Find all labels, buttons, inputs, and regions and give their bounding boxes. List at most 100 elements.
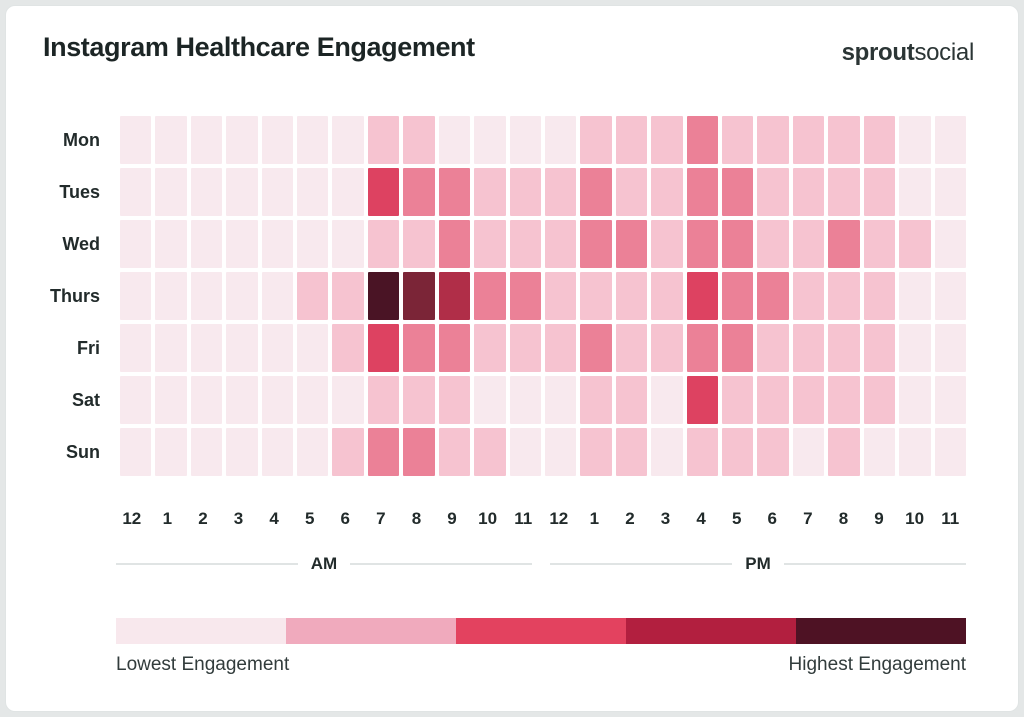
heatmap-cell xyxy=(580,376,612,424)
heatmap-cell xyxy=(899,220,931,268)
heatmap-cell xyxy=(792,272,825,320)
heatmap-cell xyxy=(509,428,541,476)
heatmap-cell xyxy=(403,272,435,320)
heatmap-cell xyxy=(190,116,223,164)
hour-label: 1 xyxy=(589,509,600,528)
am-label: AM xyxy=(310,554,338,573)
hour-label: 7 xyxy=(376,509,386,528)
heatmap-cell xyxy=(580,220,612,268)
heatmap-cell xyxy=(261,220,294,268)
heatmap-cell xyxy=(722,116,754,164)
heatmap-cell xyxy=(155,428,187,476)
heatmap-cell xyxy=(367,116,400,164)
heatmap-cell xyxy=(580,168,612,216)
heatmap-cell xyxy=(722,168,754,216)
hour-axis: 12 1 2 3 4 5 6 7 8 9 10 11 12 1 2 3 4 5 6 7 8 9 10 11 xyxy=(116,509,966,529)
hour-label: 2 xyxy=(625,509,635,528)
heatmap-cell xyxy=(686,220,719,268)
heatmap-cell xyxy=(474,428,506,476)
heatmap-cell xyxy=(580,324,612,372)
heatmap-cell xyxy=(722,272,754,320)
heatmap-cell xyxy=(155,220,187,268)
heatmap-cell xyxy=(190,376,223,424)
heatmap-cell xyxy=(863,428,896,476)
hour-label: 12 xyxy=(122,509,142,528)
row-label-mon: Mon xyxy=(63,129,100,150)
hour-label: 10 xyxy=(478,509,498,528)
heatmap-cell xyxy=(297,168,329,216)
pm-divider-line-right xyxy=(783,563,966,565)
heatmap-cell xyxy=(403,324,435,372)
heatmap-cell xyxy=(757,168,789,216)
heatmap-cell xyxy=(757,428,789,476)
heatmap-cell xyxy=(899,324,931,372)
row-label-tues: Tues xyxy=(59,181,100,202)
heatmap-cell xyxy=(509,272,541,320)
heatmap-cell xyxy=(686,324,719,372)
heatmap-cell xyxy=(828,116,860,164)
heatmap-cell xyxy=(757,220,789,268)
heatmap-cell xyxy=(792,168,825,216)
row-label-sun: Sun xyxy=(66,441,100,462)
am-divider-line-left xyxy=(116,563,298,565)
legend-color-swatch xyxy=(796,618,966,644)
heatmap-cell xyxy=(899,272,931,320)
heatmap-cell xyxy=(863,220,896,268)
heatmap-cell xyxy=(474,272,506,320)
hour-label: 4 xyxy=(269,509,279,528)
heatmap-cell xyxy=(863,168,896,216)
heatmap-cell xyxy=(509,168,541,216)
heatmap-cell xyxy=(651,272,683,320)
heatmap-cell xyxy=(544,324,577,372)
heatmap-cell xyxy=(297,428,329,476)
heatmap-cell xyxy=(297,220,329,268)
heatmap-cell xyxy=(509,116,541,164)
legend-color-swatch xyxy=(116,618,286,644)
heatmap-cell xyxy=(615,116,648,164)
heatmap-cell xyxy=(757,116,789,164)
heatmap-cell xyxy=(828,324,860,372)
hour-label: 11 xyxy=(514,509,533,528)
hour-label: 1 xyxy=(162,509,173,528)
heatmap-cell xyxy=(438,220,471,268)
logo-text-social: social xyxy=(914,39,974,66)
heatmap-cell xyxy=(190,168,223,216)
heatmap-cell xyxy=(863,272,896,320)
heatmap-cell xyxy=(120,376,152,424)
heatmap-cell xyxy=(297,324,329,372)
heatmap-cell xyxy=(155,116,187,164)
sproutsocial-logo: sproutsocial xyxy=(842,39,975,67)
ampm-axis: AM PM xyxy=(116,552,966,576)
heatmap-cell xyxy=(580,116,612,164)
hour-label: 8 xyxy=(411,509,422,528)
heatmap-cell xyxy=(297,376,329,424)
hour-label: 7 xyxy=(803,509,813,528)
heatmap-cell xyxy=(757,324,789,372)
heatmap-cell xyxy=(651,220,683,268)
legend-color-swatch xyxy=(456,618,626,644)
heatmap-cell xyxy=(792,116,825,164)
heatmap-cell xyxy=(190,220,223,268)
am-group: AM xyxy=(116,552,541,576)
pm-divider-line-left xyxy=(550,563,733,565)
heatmap-cell xyxy=(403,428,435,476)
heatmap-cell xyxy=(438,272,471,320)
heatmap-cell xyxy=(686,116,719,164)
heatmap-cell xyxy=(120,168,152,216)
heatmap-cell xyxy=(190,324,223,372)
heatmap-cell xyxy=(474,116,506,164)
hour-label: 2 xyxy=(198,509,208,528)
legend-lowest-label: Lowest Engagement xyxy=(116,654,290,675)
heatmap-cell xyxy=(190,428,223,476)
heatmap-cell xyxy=(544,168,577,216)
heatmap-cell xyxy=(403,376,435,424)
heatmap-cell xyxy=(332,116,364,164)
heatmap-cell xyxy=(828,272,860,320)
heatmap-cell xyxy=(899,428,931,476)
heatmap-cell xyxy=(332,376,364,424)
heatmap-cell xyxy=(863,324,896,372)
heatmap-cell xyxy=(261,168,294,216)
heatmap-cell xyxy=(934,324,966,372)
heatmap-cell xyxy=(863,116,896,164)
heatmap-cell xyxy=(757,376,789,424)
